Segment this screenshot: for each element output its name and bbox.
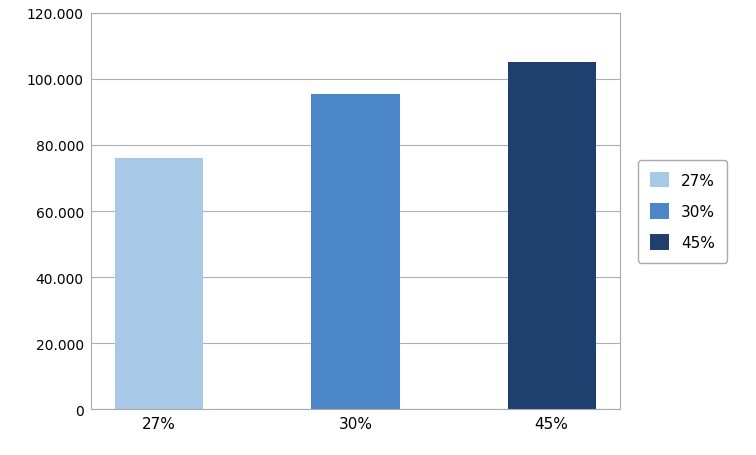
Bar [311, 95, 399, 410]
Bar [507, 63, 596, 410]
Legend: 27%, 30%, 45%: 27%, 30%, 45% [638, 160, 727, 263]
Bar [115, 159, 203, 410]
